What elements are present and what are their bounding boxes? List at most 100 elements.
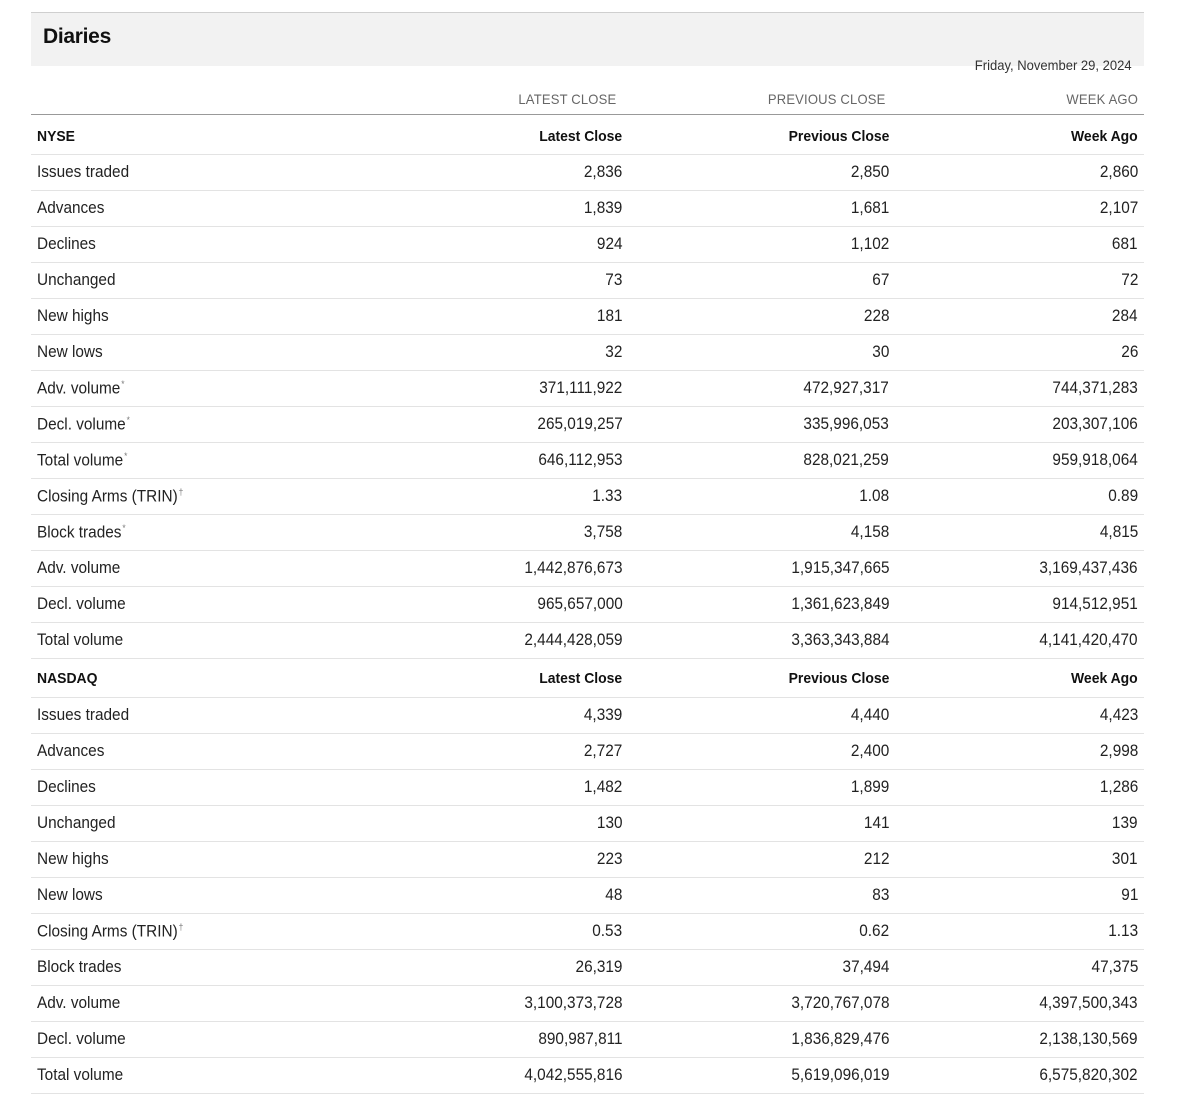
- table-row: Decl. volume* 265,019,257 335,996,053 203,3…: [31, 406, 1144, 443]
- section-header-latest-close: Latest Close: [437, 119, 629, 155]
- cell-value: 1,361,623,849: [790, 595, 890, 613]
- cell-value: 203,307,106: [1052, 415, 1138, 433]
- cell-week-ago: 1,286: [895, 769, 1144, 806]
- cell-previous-close: 1.08: [628, 478, 896, 515]
- cell-value: 48: [605, 886, 623, 904]
- row-label: Advances: [31, 190, 438, 227]
- cell-week-ago: 744,371,283: [895, 370, 1144, 407]
- row-label: Unchanged: [31, 262, 438, 299]
- row-label-value: Adv. volume: [37, 559, 121, 577]
- cell-value: 1,442,876,673: [524, 559, 623, 577]
- cell-value: 2,727: [584, 742, 623, 760]
- cell-value: 744,371,283: [1052, 379, 1138, 397]
- cell-value: 924: [596, 235, 623, 253]
- row-label-text: Decl. volume: [37, 1030, 126, 1049]
- row-label-value: Decl. volume: [37, 1030, 126, 1048]
- row-label: Closing Arms (TRIN)†: [31, 478, 438, 515]
- cell-value: 47,375: [1091, 958, 1138, 976]
- row-label-text: New highs: [37, 307, 109, 326]
- row-label-text: Closing Arms (TRIN)†: [37, 487, 183, 507]
- cell-previous-close: 1,361,623,849: [628, 586, 896, 623]
- row-label-value: Declines: [37, 778, 96, 796]
- section-header-row: NYSE Latest Close Previous Close Week Ago: [31, 119, 1144, 155]
- cell-value: 2,998: [1099, 742, 1138, 760]
- cell-value: 1,836,829,476: [790, 1030, 890, 1048]
- cell-previous-close: 1,102: [628, 226, 896, 263]
- cell-week-ago: 2,107: [895, 190, 1144, 227]
- row-label-text: Declines: [37, 778, 96, 797]
- cell-week-ago: 72: [895, 262, 1144, 299]
- cell-previous-close: 4,158: [628, 514, 896, 551]
- cell-value: 91: [1120, 886, 1138, 904]
- cell-previous-close: 2,400: [628, 733, 896, 770]
- cell-week-ago: 4,815: [895, 514, 1144, 551]
- cell-week-ago: 3,169,437,436: [895, 550, 1144, 587]
- cell-previous-close: 3,720,767,078: [628, 985, 896, 1022]
- cell-value: 371,111,922: [539, 379, 623, 397]
- row-label-text: Advances: [37, 742, 104, 761]
- table-row: New lows 48 83 91: [31, 877, 1144, 914]
- cell-value: 1,915,347,665: [790, 559, 890, 577]
- cell-value: 335,996,053: [803, 415, 890, 433]
- cell-previous-close: 472,927,317: [628, 370, 896, 407]
- row-label-text: Total volume: [37, 631, 123, 650]
- row-label-text: Unchanged: [37, 271, 115, 290]
- row-label: Issues traded: [31, 154, 438, 191]
- section-header-text: Previous Close: [788, 128, 890, 145]
- cell-latest-close: 1,839: [437, 190, 629, 227]
- row-label: Total volume: [31, 1057, 438, 1094]
- cell-value: 130: [596, 814, 623, 832]
- title-bar: [31, 13, 1144, 66]
- cell-latest-close: 2,444,428,059: [437, 622, 629, 659]
- row-label-text: Block trades*: [37, 523, 126, 543]
- cell-latest-close: 181: [437, 298, 629, 335]
- table-row: Closing Arms (TRIN)† 0.53 0.62 1.13: [31, 913, 1144, 950]
- section-name-text: NYSE: [37, 128, 75, 145]
- cell-value: 828,021,259: [803, 451, 890, 469]
- cell-value: 0.53: [592, 922, 623, 940]
- cell-value: 6,575,820,302: [1039, 1066, 1138, 1084]
- row-label-value: New highs: [37, 307, 109, 325]
- section-header-text: Latest Close: [539, 669, 623, 687]
- cell-value: 139: [1112, 814, 1138, 832]
- cell-value: 26,319: [575, 958, 623, 976]
- cell-value: 914,512,951: [1052, 595, 1138, 613]
- row-label-text: Issues traded: [37, 706, 129, 725]
- row-label: Block trades*: [31, 514, 438, 551]
- cell-value: 4,158: [850, 523, 890, 541]
- row-label-value: Advances: [37, 199, 105, 217]
- table-row: Adv. volume* 371,111,922 472,927,317 744,37…: [31, 370, 1144, 407]
- cell-previous-close: 228: [628, 298, 896, 335]
- cell-value: 181: [596, 307, 623, 325]
- table-row: New highs 223 212 301: [31, 841, 1144, 878]
- row-label: Adv. volume: [31, 985, 438, 1022]
- cell-previous-close: 67: [628, 262, 896, 299]
- footnote-mark: †: [178, 921, 184, 932]
- row-label-value: Total volume: [37, 1066, 124, 1084]
- cell-value: 5,619,096,019: [790, 1066, 890, 1084]
- table-row: Total volume 4,042,555,816 5,619,096,019 6,…: [31, 1057, 1144, 1094]
- row-label-value: Advances: [37, 742, 105, 760]
- cell-previous-close: 5,619,096,019: [628, 1057, 896, 1094]
- cell-value: 1.13: [1108, 922, 1138, 940]
- cell-latest-close: 4,042,555,816: [437, 1057, 629, 1094]
- section-header-text: Week Ago: [1071, 669, 1138, 687]
- cell-latest-close: 3,758: [437, 514, 629, 551]
- cell-week-ago: 91: [895, 877, 1144, 914]
- cell-latest-close: 48: [437, 877, 629, 914]
- table-row: Unchanged 73 67 72: [31, 262, 1144, 299]
- column-header-week-ago: WEEK AGO: [1066, 91, 1138, 107]
- cell-latest-close: 223: [437, 841, 629, 878]
- row-label-text: Total volume*: [37, 451, 127, 471]
- cell-value: 3,758: [584, 523, 623, 541]
- cell-value: 212: [863, 850, 890, 868]
- row-label-text: Adv. volume: [37, 994, 120, 1013]
- row-label: Issues traded: [31, 697, 438, 734]
- section-name: NYSE: [31, 119, 438, 155]
- section-header-previous-close: Previous Close: [628, 119, 896, 155]
- table-row: Total volume* 646,112,953 828,021,259 959,9…: [31, 442, 1144, 479]
- cell-week-ago: 2,860: [895, 154, 1144, 191]
- row-label: Unchanged: [31, 805, 438, 842]
- cell-value: 965,657,000: [537, 595, 623, 613]
- row-label-value: New highs: [37, 850, 109, 868]
